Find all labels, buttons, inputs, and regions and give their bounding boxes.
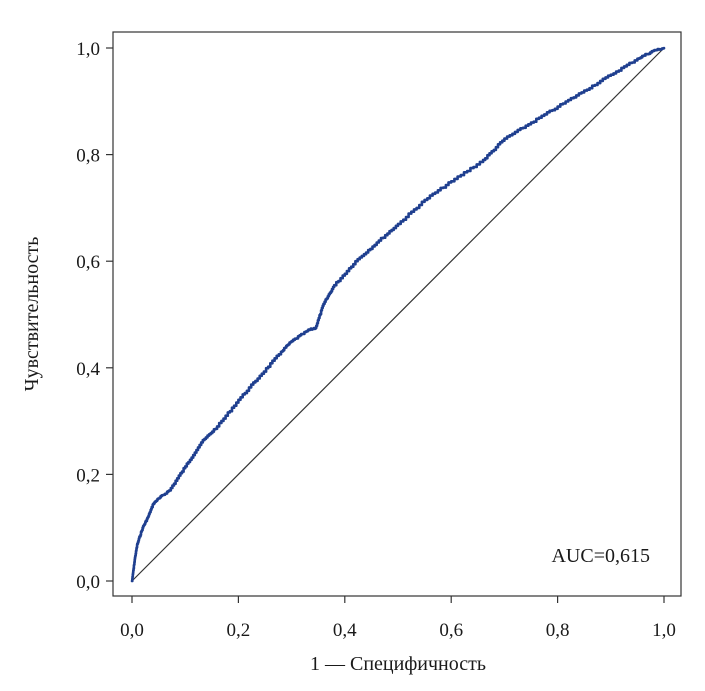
x-tick-label: 1,0	[652, 620, 676, 641]
reference-diagonal-line	[131, 47, 665, 582]
x-tick-label: 0,6	[439, 620, 463, 641]
plot-frame	[112, 31, 682, 597]
x-tick-label: 0,0	[120, 620, 144, 641]
x-axis: 0,0 0,2 0,4 0,6 0,8 1,0	[120, 596, 676, 641]
y-tick-label: 0,2	[76, 465, 100, 486]
x-tick-label: 0,8	[546, 620, 570, 641]
x-axis-label: 1 — Специфичность	[310, 653, 486, 675]
x-tick-label: 0,2	[227, 620, 251, 641]
y-tick-label: 0,8	[76, 146, 100, 167]
y-tick-label: 0,4	[76, 359, 100, 380]
plot-frame-group	[112, 31, 682, 597]
y-tick-label: 0,6	[76, 252, 100, 273]
y-tick-label: 0,0	[76, 572, 100, 593]
y-tick-label: 1,0	[76, 39, 100, 60]
x-tick-label: 0,4	[333, 620, 357, 641]
roc-curve-line	[130, 46, 666, 583]
y-axis: 0,0 0,2 0,4 0,6 0,8 1,0	[76, 39, 113, 593]
y-axis-label: Чувствительность	[21, 237, 43, 392]
auc-annotation: AUC=0,615	[551, 545, 650, 567]
